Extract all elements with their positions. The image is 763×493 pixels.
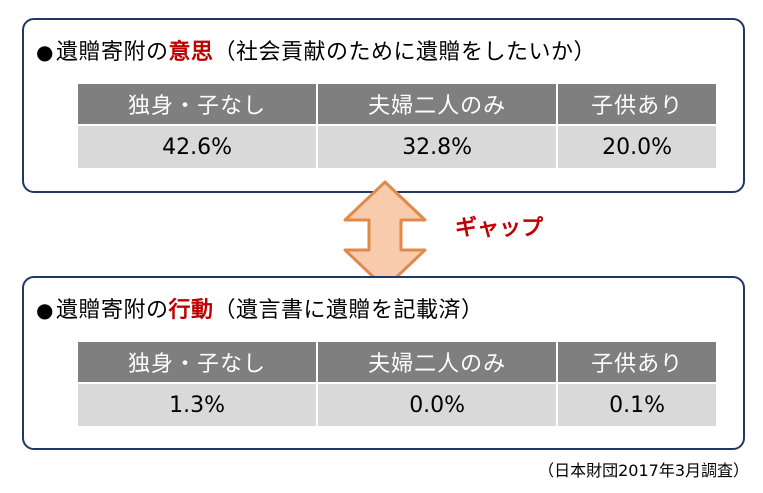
action-value-couple: 0.0% — [318, 382, 559, 426]
action-title-prefix: 遺贈寄附の — [55, 298, 169, 323]
action-title-suffix: （遺言書に遺贈を記載済） — [213, 298, 484, 323]
intent-value-couple: 32.8% — [318, 124, 559, 168]
action-value-single: 1.3% — [78, 382, 319, 426]
intent-table: 独身・子なし 夫婦二人のみ 子供あり 42.6% 32.8% 20.0% — [78, 84, 716, 168]
intent-title-highlight: 意思 — [168, 40, 214, 65]
intent-header-children: 子供あり — [558, 84, 716, 124]
intent-header-single: 独身・子なし — [78, 84, 319, 124]
action-header-row: 独身・子なし 夫婦二人のみ 子供あり — [78, 342, 716, 382]
intent-title-suffix: （社会貢献のために遺贈をしたいか） — [213, 40, 596, 65]
action-table: 独身・子なし 夫婦二人のみ 子供あり 1.3% 0.0% 0.1% — [78, 342, 716, 426]
intent-header-couple: 夫婦二人のみ — [318, 84, 559, 124]
action-title-highlight: 行動 — [168, 298, 214, 323]
gap-label: ギャップ — [455, 216, 544, 241]
action-header-children: 子供あり — [558, 342, 716, 382]
bullet-icon: ● — [36, 40, 54, 64]
action-panel-title: ●遺贈寄附の行動（遺言書に遺贈を記載済） — [36, 292, 484, 324]
action-header-single: 独身・子なし — [78, 342, 319, 382]
source-note: （日本財団2017年3月調査） — [538, 461, 749, 480]
intent-header-row: 独身・子なし 夫婦二人のみ 子供あり — [78, 84, 716, 124]
intent-value-single: 42.6% — [78, 124, 319, 168]
intent-panel-title: ●遺贈寄附の意思（社会貢献のために遺贈をしたいか） — [36, 34, 596, 66]
action-value-row: 1.3% 0.0% 0.1% — [78, 382, 716, 426]
action-value-children: 0.1% — [558, 382, 716, 426]
intent-title-prefix: 遺贈寄附の — [55, 40, 169, 65]
double-vertical-arrow-icon — [343, 180, 427, 290]
intent-panel: ●遺贈寄附の意思（社会貢献のために遺贈をしたいか） 独身・子なし 夫婦二人のみ … — [22, 18, 745, 193]
action-header-couple: 夫婦二人のみ — [318, 342, 559, 382]
intent-value-row: 42.6% 32.8% 20.0% — [78, 124, 716, 168]
action-panel: ●遺贈寄附の行動（遺言書に遺贈を記載済） 独身・子なし 夫婦二人のみ 子供あり … — [22, 276, 745, 450]
bullet-icon: ● — [36, 298, 54, 322]
intent-value-children: 20.0% — [558, 124, 716, 168]
